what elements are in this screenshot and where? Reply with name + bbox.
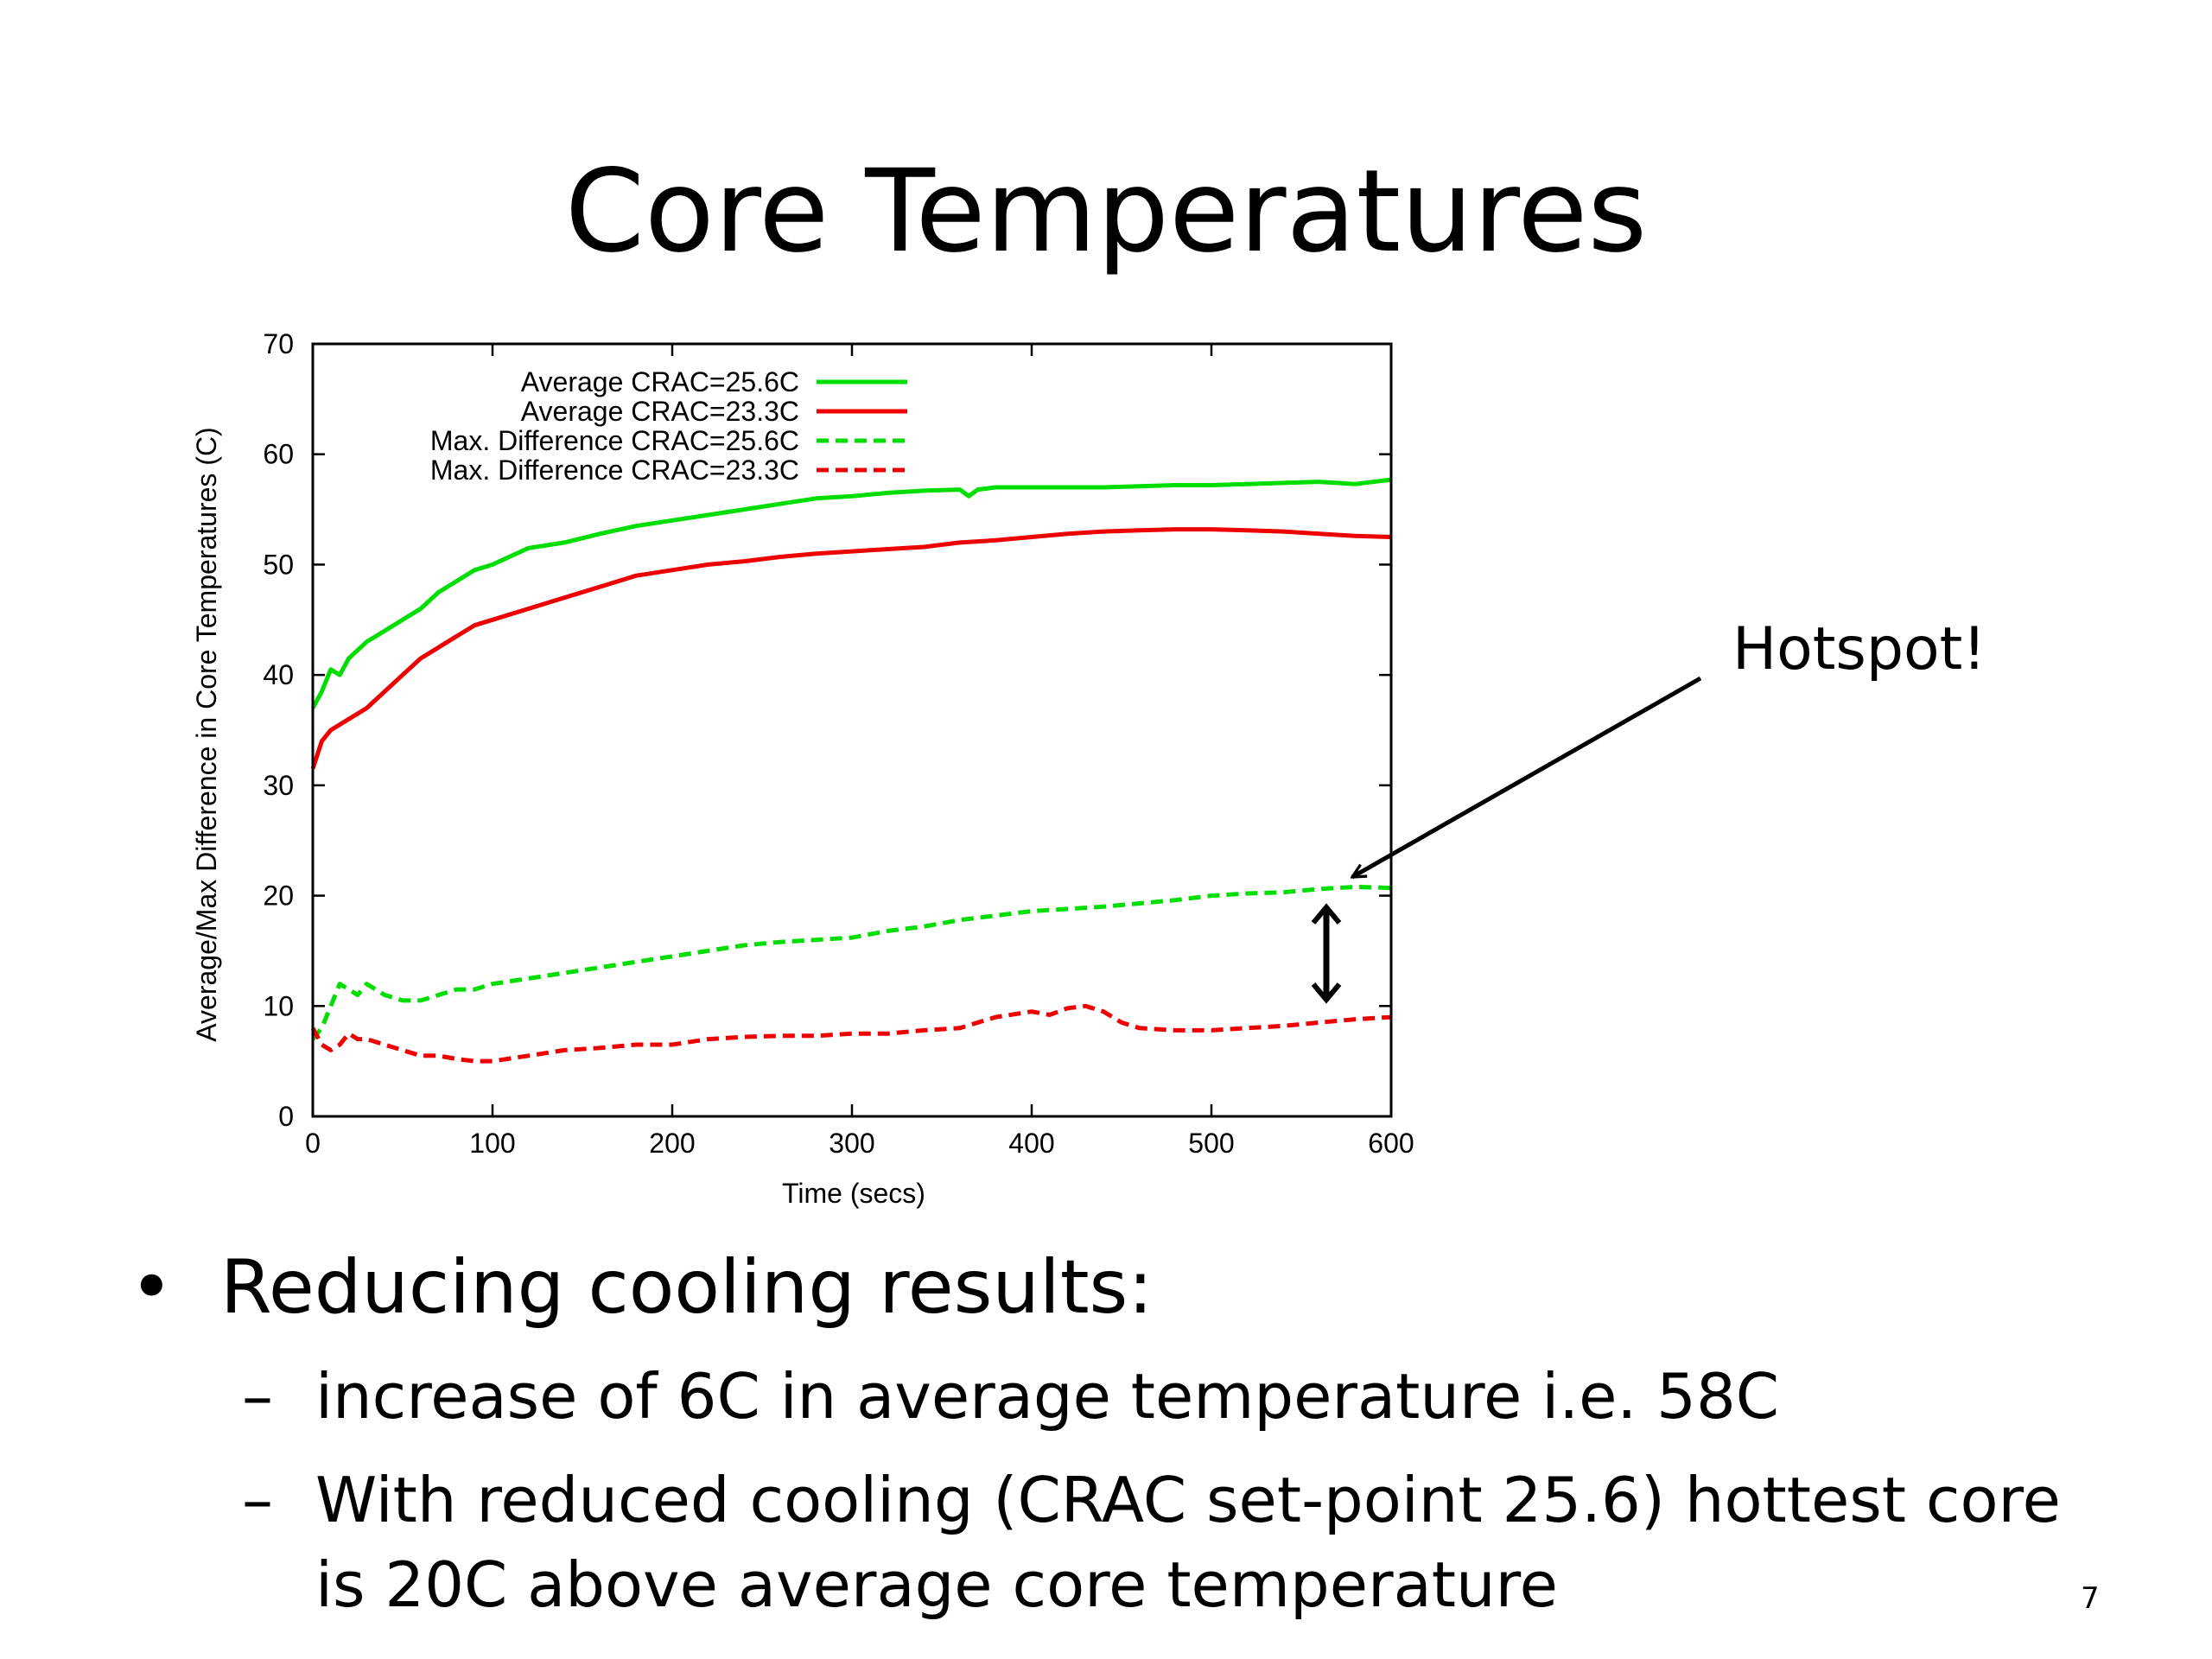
legend-label: Max. Difference CRAC=25.6C bbox=[430, 425, 799, 456]
y-tick-label: 10 bbox=[263, 990, 294, 1021]
x-tick-label: 200 bbox=[649, 1128, 695, 1159]
sub-bullet-item: – increase of 6C in average temperature … bbox=[130, 1354, 2117, 1439]
gap-arrow-top-head bbox=[1311, 903, 1342, 925]
x-tick-label: 600 bbox=[1368, 1128, 1414, 1159]
x-axis-label: Time (secs) bbox=[782, 1178, 925, 1209]
y-tick-label: 0 bbox=[278, 1101, 294, 1132]
page-number: 7 bbox=[2081, 1581, 2100, 1616]
sub-bullet-item: – With reduced cooling (CRAC set-point 2… bbox=[130, 1458, 2117, 1627]
y-tick-label: 20 bbox=[263, 880, 294, 912]
series-line-3 bbox=[311, 884, 1392, 1041]
bullet-list: • Reducing cooling results: – increase o… bbox=[130, 1240, 2117, 1627]
legend-label: Average CRAC=23.3C bbox=[521, 396, 799, 427]
x-tick-label: 100 bbox=[469, 1128, 515, 1159]
sub-bullet-dash: – bbox=[242, 1464, 273, 1536]
series-line-2 bbox=[310, 527, 1392, 770]
gap-arrow-bottom-head bbox=[1311, 982, 1342, 1004]
y-tick-label: 40 bbox=[263, 659, 294, 690]
y-tick-label: 70 bbox=[263, 328, 294, 359]
x-tick-label: 400 bbox=[1008, 1128, 1054, 1159]
bullet-item: • Reducing cooling results: bbox=[130, 1240, 2117, 1335]
sub-bullet-dash: – bbox=[242, 1360, 273, 1433]
y-axis-label: Average/Max Difference in Core Temperatu… bbox=[191, 427, 222, 1041]
sub-bullet-text: With reduced cooling (CRAC set-point 25.… bbox=[315, 1464, 2061, 1621]
legend-label: Max. Difference CRAC=23.3C bbox=[430, 454, 799, 486]
x-tick-label: 500 bbox=[1188, 1128, 1234, 1159]
y-tick-label: 30 bbox=[263, 770, 294, 801]
sub-bullet-text: increase of 6C in average temperature i.… bbox=[315, 1360, 1780, 1433]
x-tick-label: 0 bbox=[305, 1128, 321, 1159]
series-line-1 bbox=[310, 477, 1392, 709]
y-tick-label: 60 bbox=[263, 439, 294, 470]
legend-label: Average CRAC=25.6C bbox=[521, 366, 799, 397]
x-tick-label: 300 bbox=[829, 1128, 874, 1159]
hotspot-arrow bbox=[1352, 676, 1702, 880]
bullet-text: Reducing cooling results: bbox=[220, 1244, 1154, 1331]
series-line-4 bbox=[310, 1003, 1392, 1064]
slide-title: Core Temperatures bbox=[564, 145, 1648, 278]
bullet-dot: • bbox=[130, 1244, 174, 1331]
hotspot-annotation: Hotspot! bbox=[1732, 615, 1986, 683]
y-tick-label: 50 bbox=[263, 549, 294, 580]
